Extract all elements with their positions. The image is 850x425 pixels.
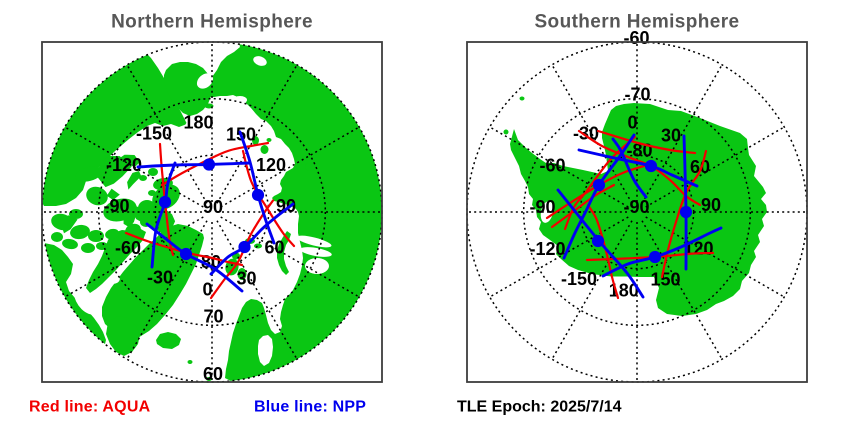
svg-text:90: 90 [276,196,296,216]
svg-text:30: 30 [661,126,681,146]
svg-text:-60: -60 [623,28,649,48]
svg-text:90: 90 [203,197,223,217]
svg-text:-120: -120 [106,155,142,175]
svg-text:-30: -30 [147,268,173,288]
svg-text:-90: -90 [529,197,555,217]
svg-text:180: 180 [183,113,213,133]
svg-text:Northern Hemisphere: Northern Hemisphere [111,12,313,33]
svg-text:-120: -120 [529,239,565,259]
svg-text:120: 120 [683,239,713,259]
svg-text:-90: -90 [623,197,649,217]
svg-text:-90: -90 [103,196,129,216]
svg-text:90: 90 [701,195,721,215]
svg-text:-60: -60 [115,238,141,258]
svg-text:60: 60 [264,238,284,258]
svg-text:0: 0 [202,280,212,300]
svg-text:-30: -30 [573,124,599,144]
svg-text:Southern Hemisphere: Southern Hemisphere [534,12,739,33]
svg-text:-150: -150 [136,124,172,144]
svg-text:30: 30 [236,269,256,289]
svg-text:-60: -60 [539,156,565,176]
svg-text:60: 60 [690,157,710,177]
svg-text:Blue line: NPP: Blue line: NPP [254,399,366,416]
svg-text:60: 60 [203,364,223,384]
svg-text:Red line: AQUA: Red line: AQUA [29,399,151,416]
svg-text:-70: -70 [624,85,650,105]
svg-text:120: 120 [256,155,286,175]
svg-text:-150: -150 [561,269,597,289]
svg-text:70: 70 [203,307,223,327]
svg-text:150: 150 [650,270,680,290]
svg-text:0: 0 [627,113,637,133]
svg-text:TLE Epoch: 2025/7/14: TLE Epoch: 2025/7/14 [457,399,622,416]
